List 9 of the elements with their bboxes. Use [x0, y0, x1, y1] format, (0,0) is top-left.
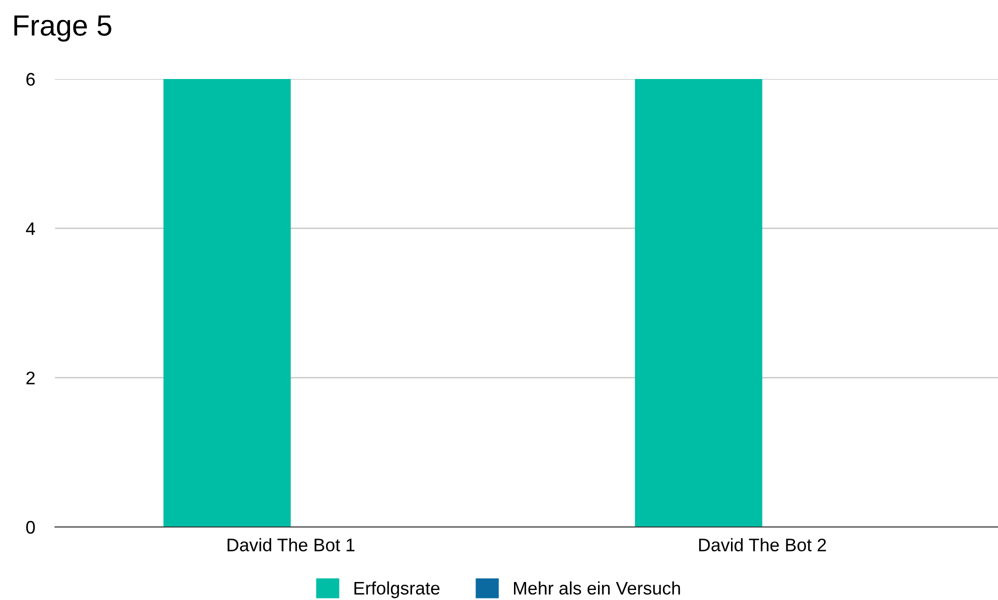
y-tick-label: 0 [26, 520, 35, 534]
x-tick-label: David The Bot 2 [699, 538, 826, 552]
y-tick-label: 6 [26, 72, 35, 86]
chart-title: Frage 5 [14, 15, 112, 42]
y-tick-label: 4 [26, 222, 36, 235]
x-tick-label: David The Bot 1 [228, 538, 354, 552]
y-tick-label: 2 [26, 372, 35, 384]
legend-label: Mehr als ein Versuch [514, 581, 680, 595]
legend-label: Erfolgsrate [354, 581, 440, 598]
